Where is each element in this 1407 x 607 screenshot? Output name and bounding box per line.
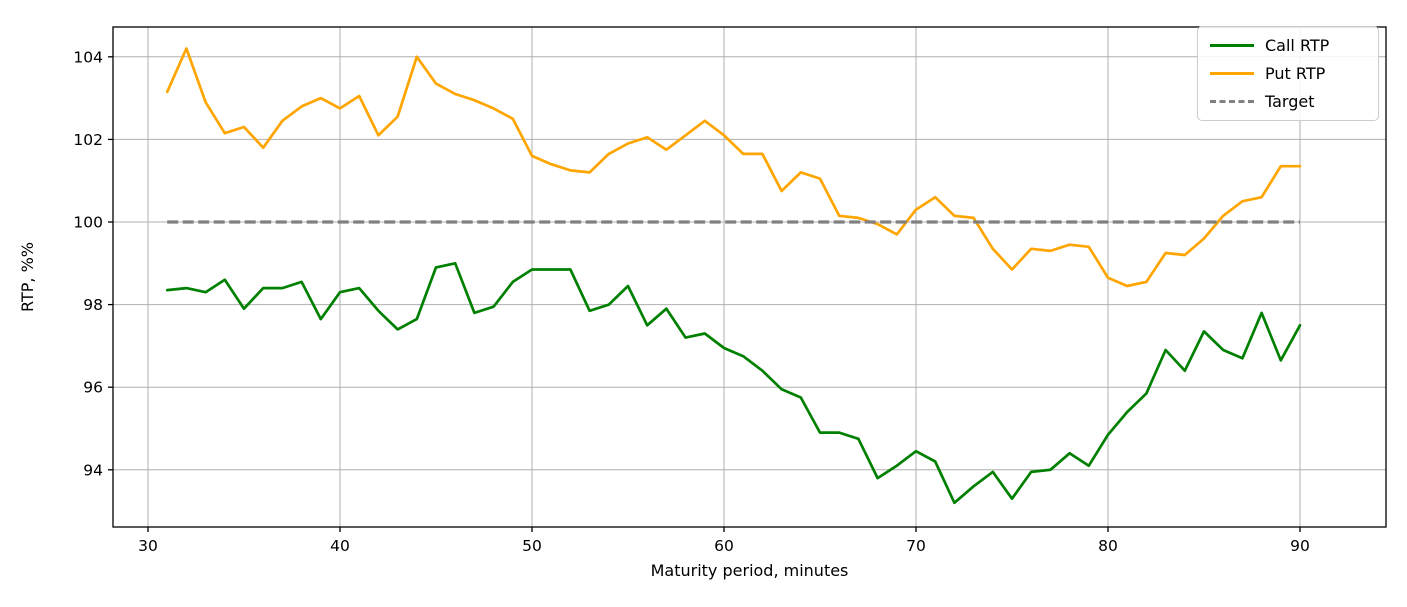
x-tick-label: 90 bbox=[1290, 537, 1310, 555]
put-rtp-line-sample-icon bbox=[1210, 72, 1254, 75]
y-tick-label: 98 bbox=[83, 296, 103, 314]
y-tick-label: 104 bbox=[73, 48, 103, 66]
legend-item-call-rtp: Call RTP bbox=[1210, 35, 1368, 56]
y-tick-label: 102 bbox=[73, 131, 103, 149]
call-rtp-line bbox=[165, 261, 1302, 505]
legend-label-call-rtp: Call RTP bbox=[1265, 36, 1330, 55]
legend: Call RTP Put RTP Target bbox=[1197, 26, 1379, 121]
y-tick-label: 94 bbox=[83, 461, 103, 479]
x-tick-label: 50 bbox=[522, 537, 542, 555]
legend-label-target: Target bbox=[1265, 92, 1315, 111]
x-tick-label: 40 bbox=[330, 537, 350, 555]
legend-item-target: Target bbox=[1210, 91, 1368, 112]
x-axis-label: Maturity period, minutes bbox=[651, 561, 849, 580]
y-axis-label: RTP, %% bbox=[18, 242, 37, 312]
x-tick-label: 70 bbox=[906, 537, 926, 555]
put-rtp-line bbox=[165, 47, 1302, 288]
y-tick-label: 100 bbox=[73, 214, 103, 232]
y-tick-label: 96 bbox=[83, 379, 103, 397]
legend-item-put-rtp: Put RTP bbox=[1210, 63, 1368, 84]
plot-area bbox=[113, 27, 1386, 527]
call-rtp-line-sample-icon bbox=[1210, 44, 1254, 47]
legend-label-put-rtp: Put RTP bbox=[1265, 64, 1326, 83]
target-line-sample-icon bbox=[1210, 100, 1254, 103]
x-tick-label: 60 bbox=[714, 537, 734, 555]
plot-border bbox=[112, 26, 1387, 528]
x-tick-label: 80 bbox=[1098, 537, 1118, 555]
x-tick-label: 30 bbox=[138, 537, 158, 555]
